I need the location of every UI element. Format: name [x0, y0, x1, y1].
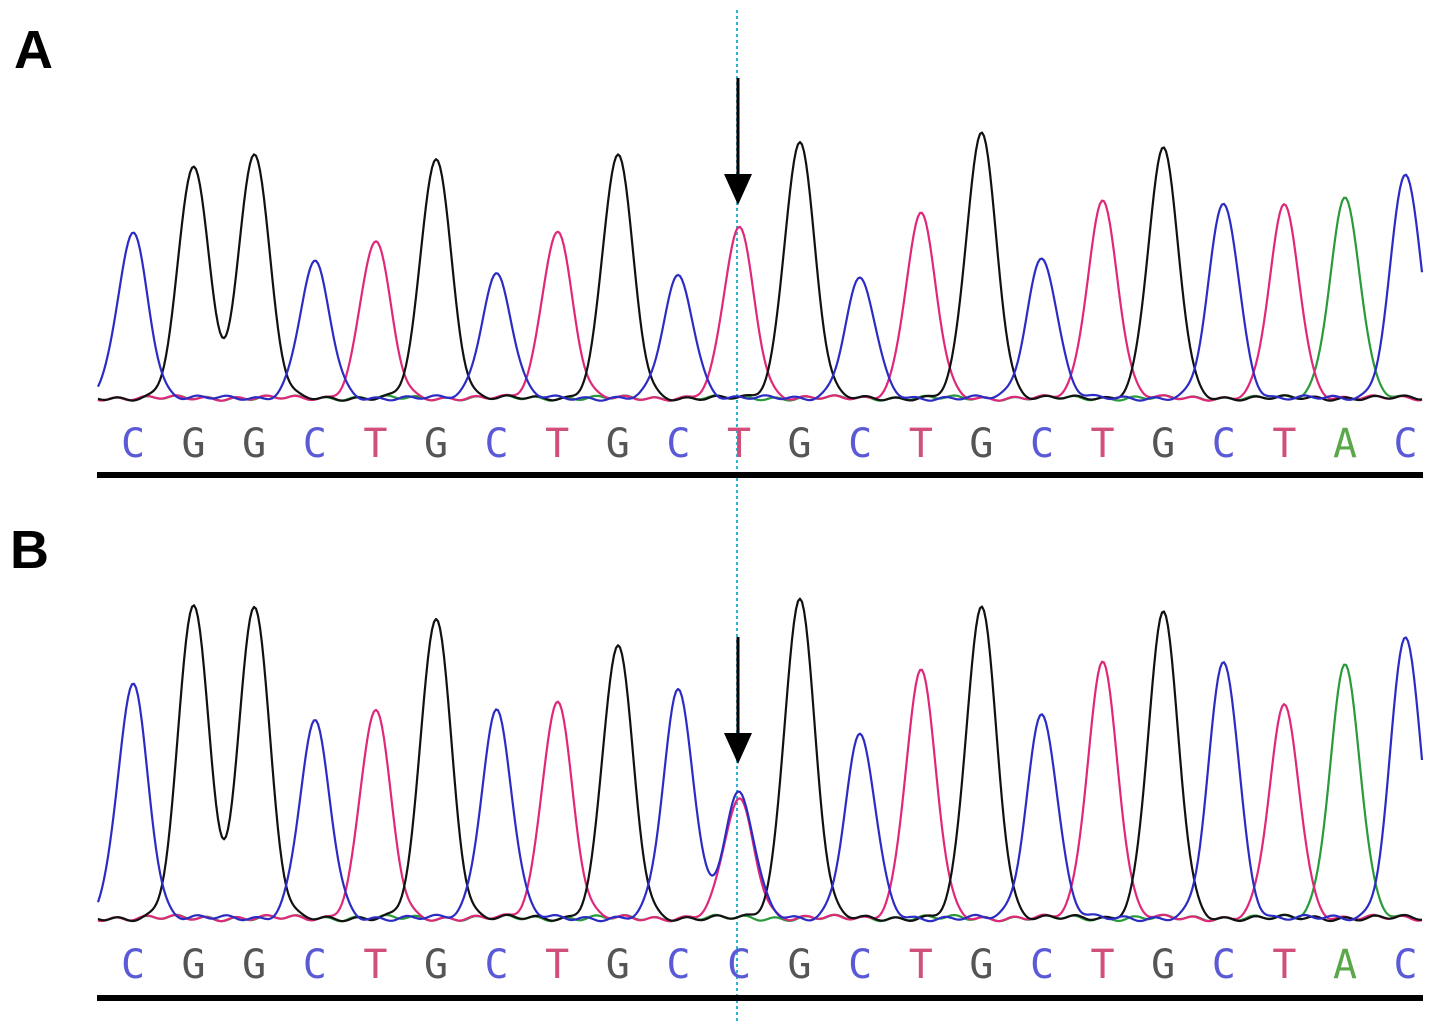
base-call-label: C — [1212, 942, 1236, 988]
panel-b-label: B — [10, 520, 49, 580]
base-call-label: C — [848, 421, 872, 467]
base-call-label: G — [969, 421, 993, 467]
panel-b-arrow — [724, 637, 752, 764]
base-call-label: G — [242, 942, 266, 988]
base-call-label: A — [1333, 421, 1357, 467]
base-call-label: G — [424, 421, 448, 467]
trace-T-panel-a — [97, 199, 1423, 402]
base-call-label: C — [727, 942, 751, 988]
base-call-label: G — [788, 942, 812, 988]
base-call-label: C — [303, 942, 327, 988]
panel-a-label: A — [14, 20, 53, 80]
base-call-label: C — [303, 421, 327, 467]
panel-a-arrow — [724, 78, 752, 205]
base-call-label: G — [424, 942, 448, 988]
base-call-label: T — [363, 942, 387, 988]
trace-C-panel-a — [96, 173, 1424, 402]
base-call-label: A — [1333, 942, 1357, 988]
base-call-label: G — [242, 421, 266, 467]
panel-a-traces — [96, 131, 1424, 402]
base-call-label: C — [1394, 421, 1418, 467]
base-call-label: C — [848, 942, 872, 988]
base-call-label: G — [606, 421, 630, 467]
base-call-label: T — [909, 942, 933, 988]
base-call-label: C — [1030, 942, 1054, 988]
base-call-label: C — [485, 942, 509, 988]
base-call-label: C — [485, 421, 509, 467]
base-call-label: T — [1272, 942, 1296, 988]
base-call-label: T — [727, 421, 751, 467]
base-call-label: G — [1151, 942, 1175, 988]
base-call-label: T — [1091, 942, 1115, 988]
base-call-label: G — [1151, 421, 1175, 467]
trace-A-panel-a — [97, 196, 1423, 402]
base-call-label: C — [1212, 421, 1236, 467]
base-call-label: G — [606, 942, 630, 988]
trace-T-panel-b — [97, 660, 1423, 923]
base-call-label: G — [969, 942, 993, 988]
trace-G-panel-b — [97, 597, 1423, 923]
base-call-label: T — [1091, 421, 1115, 467]
base-call-label: T — [363, 421, 387, 467]
trace-A-panel-b — [97, 663, 1423, 923]
trace-C-panel-b — [96, 636, 1424, 923]
base-call-label: T — [909, 421, 933, 467]
base-call-label: C — [1394, 942, 1418, 988]
base-call-label: C — [1030, 421, 1054, 467]
base-call-label: C — [121, 942, 145, 988]
base-call-label: C — [666, 942, 690, 988]
base-call-label: C — [666, 421, 690, 467]
base-call-label: T — [545, 421, 569, 467]
trace-G-panel-a — [97, 131, 1423, 402]
base-call-label: T — [1272, 421, 1296, 467]
base-call-label: G — [788, 421, 812, 467]
base-call-label: T — [545, 942, 569, 988]
base-call-label: C — [121, 421, 145, 467]
panel-b-traces — [96, 597, 1424, 923]
base-call-label: G — [182, 942, 206, 988]
base-call-label: G — [182, 421, 206, 467]
